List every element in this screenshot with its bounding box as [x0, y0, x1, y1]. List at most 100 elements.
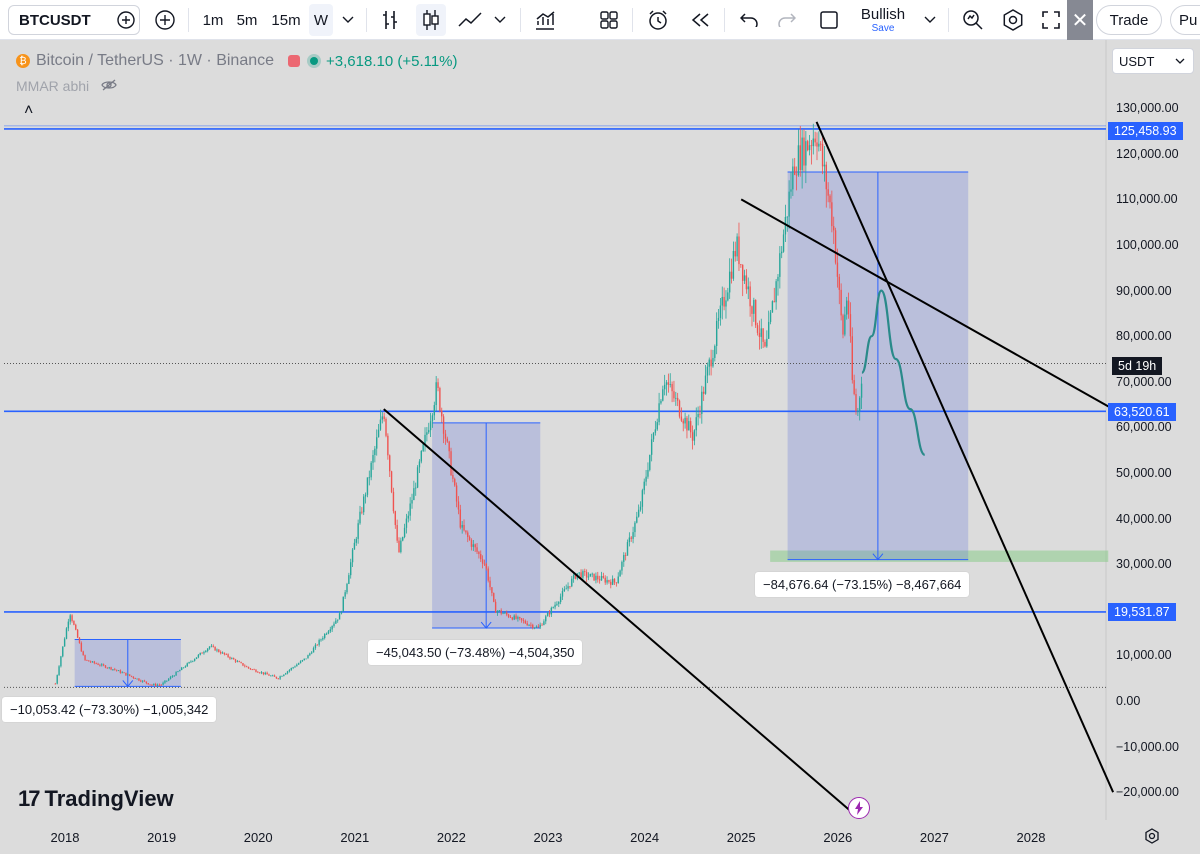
candle-body: [442, 416, 445, 434]
candle-body: [483, 563, 486, 565]
layout-grid-icon[interactable]: [594, 0, 624, 40]
candle-body: [132, 676, 135, 678]
candle-body: [314, 644, 317, 649]
candle-body: [589, 573, 592, 577]
candle-body: [71, 615, 73, 621]
close-icon[interactable]: ✕: [1067, 0, 1093, 40]
fullscreen-icon[interactable]: [1036, 0, 1066, 40]
candle-body: [784, 217, 787, 235]
redo-icon[interactable]: [772, 0, 802, 40]
rectangle-icon[interactable]: [814, 0, 844, 40]
candle-body: [255, 669, 257, 672]
candle-body: [212, 645, 214, 647]
divider: [520, 8, 521, 32]
candle-body: [821, 144, 824, 167]
indicator-legend[interactable]: MMAR abhi: [16, 78, 117, 94]
tradingview-logo-mark: 17: [18, 786, 41, 811]
collapse-legend-icon[interactable]: ˄: [24, 102, 34, 119]
candle-body: [556, 603, 558, 605]
candle-body: [169, 676, 172, 679]
candle-body: [751, 306, 753, 314]
candle-body: [565, 588, 567, 590]
candle-body: [361, 511, 363, 513]
candle-body: [680, 416, 683, 421]
eye-crossed-icon[interactable]: [101, 78, 117, 94]
candle-body: [624, 555, 627, 556]
candle-body: [585, 572, 588, 578]
candle-body: [149, 684, 151, 686]
candle-body: [487, 568, 489, 581]
trade-button[interactable]: Trade: [1096, 5, 1162, 35]
replay-icon[interactable]: [684, 0, 716, 40]
candle-body: [498, 610, 501, 612]
candle-body: [84, 655, 86, 660]
line-chart-icon[interactable]: [455, 0, 485, 40]
symbol-title[interactable]: Bitcoin / TetherUS · 1W · Binance: [36, 52, 275, 69]
chevron-down-icon[interactable]: [490, 0, 510, 40]
candle-body: [526, 623, 528, 626]
candle-body: [331, 625, 333, 630]
chevron-down-icon[interactable]: [336, 0, 360, 40]
candle-body: [80, 643, 83, 652]
candle-body: [69, 615, 71, 622]
candle-body: [849, 314, 852, 337]
candles-icon[interactable]: [416, 4, 446, 36]
candle-body: [682, 420, 684, 424]
candle-body: [428, 430, 430, 433]
candle-body: [730, 271, 733, 279]
layout-name-button[interactable]: Bullish Save: [852, 0, 914, 40]
compare-icon[interactable]: [150, 0, 180, 40]
countdown-badge: 5d 19h: [1112, 357, 1163, 375]
candle-body: [140, 680, 142, 682]
candle-body: [206, 648, 209, 651]
gear-icon[interactable]: [1144, 828, 1160, 849]
lightning-icon[interactable]: [848, 797, 870, 819]
quick-search-icon[interactable]: [958, 0, 988, 40]
timeframe-15m[interactable]: 15m: [271, 11, 301, 29]
candle-body: [775, 281, 777, 303]
candle-body: [394, 511, 396, 526]
candle-body: [374, 448, 376, 456]
candle-body: [266, 672, 268, 675]
candle-body: [637, 509, 640, 517]
indicators-icon[interactable]: [530, 0, 560, 40]
candle-body: [179, 670, 181, 672]
candle-body: [697, 413, 699, 418]
symbol-search[interactable]: BTCUSDT: [8, 5, 140, 35]
divider: [632, 8, 633, 32]
settings-icon[interactable]: [998, 0, 1028, 40]
candle-body: [268, 674, 270, 676]
candle-body: [58, 666, 60, 676]
candle-body: [379, 419, 382, 430]
candle-body: [180, 667, 183, 671]
timeframe-w[interactable]: W: [309, 4, 333, 36]
timeframe-5m[interactable]: 5m: [236, 11, 258, 29]
currency-select[interactable]: USDT: [1112, 48, 1194, 74]
bar-chart-icon[interactable]: [376, 0, 404, 40]
add-symbol-icon[interactable]: [114, 0, 138, 40]
candle-body: [455, 485, 458, 502]
candle-body: [244, 665, 246, 667]
undo-icon[interactable]: [734, 0, 764, 40]
candle-body: [106, 667, 109, 669]
alert-clock-icon[interactable]: [642, 0, 674, 40]
candle-body: [732, 250, 735, 279]
y-tick-label: 60,000.00: [1116, 420, 1172, 435]
tradingview-logo[interactable]: 17 TradingView: [18, 786, 174, 812]
candle-body: [502, 613, 504, 615]
publish-button[interactable]: Pu: [1170, 5, 1200, 35]
market-status-icon[interactable]: [288, 55, 301, 67]
candle-body: [136, 678, 138, 680]
candle-body: [569, 586, 571, 588]
candle-body: [286, 671, 289, 674]
candle-body: [468, 537, 471, 540]
chevron-down-icon[interactable]: [920, 0, 940, 40]
candle-body: [530, 624, 532, 626]
candle-body: [309, 653, 311, 656]
candle-body: [842, 315, 844, 335]
candle-body: [227, 654, 229, 658]
timeframe-1m[interactable]: 1m: [202, 11, 224, 29]
candle-body: [628, 537, 631, 543]
candle-body: [407, 515, 410, 519]
